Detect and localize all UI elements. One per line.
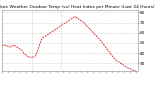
- Title: Milwaukee Weather Outdoor Temp (vs) Heat Index per Minute (Last 24 Hours): Milwaukee Weather Outdoor Temp (vs) Heat…: [0, 5, 154, 9]
